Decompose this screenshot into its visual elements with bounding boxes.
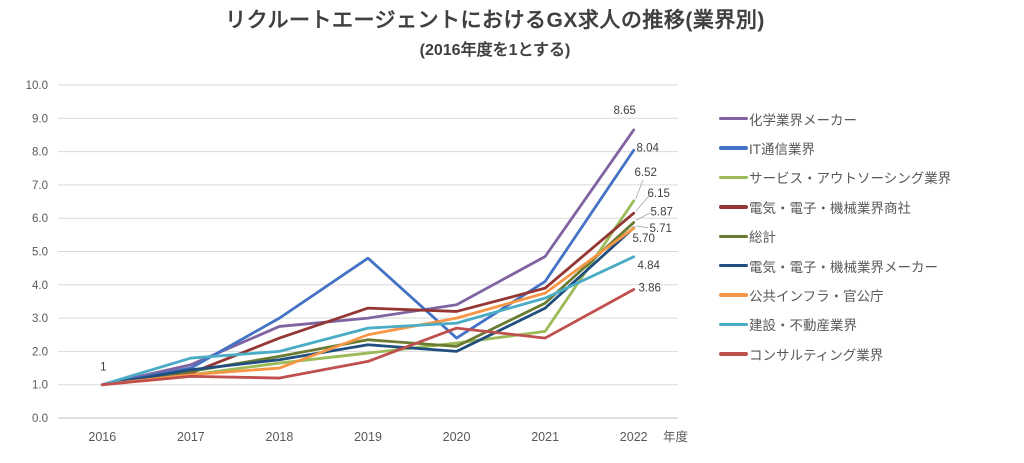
- legend-item: コンサルティング業界: [719, 339, 951, 368]
- legend-item: サービス・アウトソーシング業界: [719, 163, 951, 192]
- end-data-label: 5.87: [651, 207, 673, 219]
- legend-label: IT通信業界: [749, 142, 815, 158]
- x-tick-label: 2016: [88, 430, 116, 444]
- chart-legend: 化学業界メーカー IT通信業界サービス・アウトソーシング業界 電気・電子・機械業界商…: [719, 104, 951, 369]
- x-tick-label: 2018: [266, 430, 294, 444]
- series-line-0: [100, 128, 636, 387]
- legend-swatch: [719, 293, 748, 297]
- series-line-8: [100, 288, 636, 387]
- x-tick-label: 2017: [177, 430, 205, 444]
- legend-item: 総計: [719, 222, 951, 251]
- legend-label: 建設・不動産業界: [749, 318, 857, 334]
- label-leader-line: [635, 212, 651, 221]
- start-data-label: 1: [100, 362, 106, 374]
- end-data-label: 3.86: [639, 282, 661, 294]
- series-line-3: [100, 211, 636, 387]
- legend-label: 化学業界メーカー: [749, 112, 857, 128]
- legend-swatch: [719, 175, 748, 180]
- end-data-label: 6.15: [648, 188, 670, 200]
- end-data-label: 5.71: [650, 223, 672, 235]
- legend-item: 建設・不動産業界: [719, 310, 951, 339]
- legend-item: 電気・電子・機械業界商社: [719, 192, 951, 221]
- series-line-7: [100, 255, 636, 387]
- y-tick-label: 4.0: [32, 280, 48, 292]
- y-tick-label: 3.0: [32, 313, 48, 325]
- legend-item: 化学業界メーカー: [719, 104, 951, 133]
- label-leader-line: [635, 179, 644, 200]
- chart-title: リクルートエージェントにおけるGX求人の推移(業界別): [225, 9, 765, 32]
- legend-label: 公共インフラ・官公庁: [749, 289, 884, 305]
- chart-subtitle: (2016年度を1とする): [419, 42, 571, 59]
- y-tick-label: 8.0: [32, 147, 48, 159]
- series-line-4: [100, 221, 636, 387]
- y-tick-label: 1.0: [32, 380, 48, 392]
- legend-swatch: [719, 263, 748, 268]
- legend-swatch: [719, 116, 748, 121]
- end-data-label: 6.52: [635, 167, 657, 179]
- legend-label: 総計: [749, 230, 776, 246]
- legend-item: IT通信業界: [719, 133, 951, 162]
- y-tick-label: 10.0: [26, 80, 48, 92]
- series-line-5: [100, 226, 636, 387]
- x-tick-label: 2022: [620, 430, 648, 444]
- y-tick-label: 0.0: [32, 413, 48, 425]
- legend-swatch: [719, 146, 748, 150]
- y-tick-label: 9.0: [32, 113, 48, 125]
- chart-title-block: リクルートエージェントにおけるGX求人の推移(業界別) (2016年度を1とする…: [0, 4, 990, 60]
- legend-item: 電気・電子・機械業界メーカー: [719, 251, 951, 280]
- x-tick-label: 2019: [354, 430, 382, 444]
- legend-swatch: [719, 322, 748, 327]
- x-tick-label: 2020: [443, 430, 471, 444]
- end-data-label: 8.65: [614, 105, 636, 117]
- legend-label: 電気・電子・機械業界メーカー: [749, 259, 938, 275]
- label-leader-line: [635, 225, 649, 229]
- y-tick-label: 6.0: [32, 213, 48, 225]
- y-tick-label: 7.0: [32, 180, 48, 192]
- legend-label: サービス・アウトソーシング業界: [749, 171, 952, 187]
- label-leader-line: [635, 195, 650, 212]
- legend-swatch: [719, 352, 748, 356]
- end-data-label: 5.70: [633, 233, 655, 245]
- legend-item: 公共インフラ・官公庁: [719, 280, 951, 309]
- y-tick-label: 2.0: [32, 346, 48, 358]
- legend-label: コンサルティング業界: [749, 347, 884, 363]
- end-data-label: 8.04: [637, 142, 660, 154]
- x-axis-title: 年度: [663, 429, 689, 444]
- legend-label: 電気・電子・機械業界商社: [749, 200, 911, 216]
- x-tick-label: 2021: [531, 430, 559, 444]
- legend-swatch: [719, 205, 748, 209]
- series-line-6: [100, 226, 636, 387]
- end-data-label: 4.84: [638, 260, 661, 272]
- legend-swatch: [719, 234, 748, 238]
- series-line-1: [100, 148, 636, 387]
- y-tick-label: 5.0: [32, 247, 48, 259]
